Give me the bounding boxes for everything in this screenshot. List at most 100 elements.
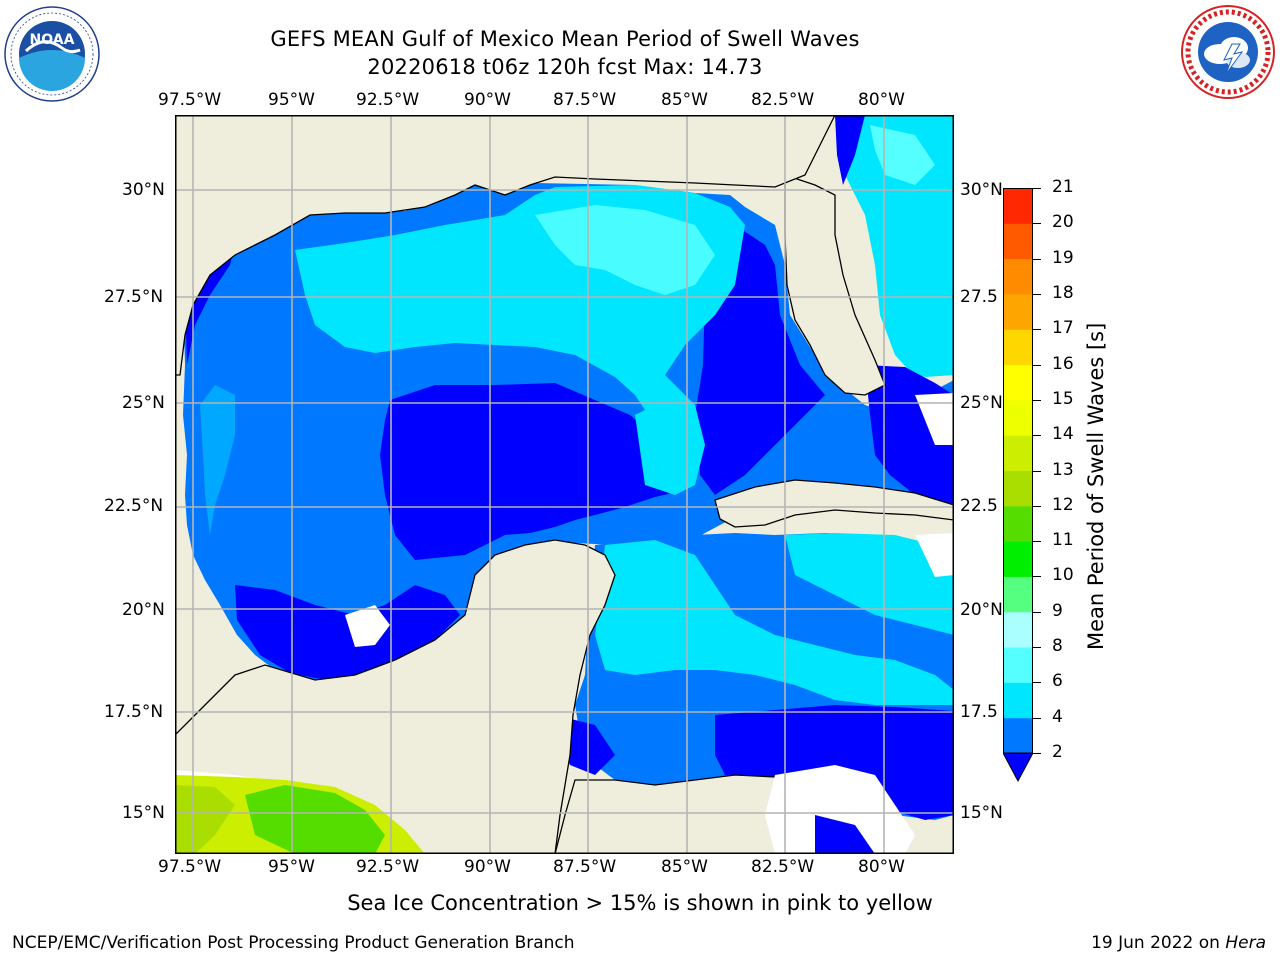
colorbar-tick-label: 21: [1052, 177, 1074, 197]
cyan-region: [635, 400, 705, 495]
lat-tick: 15°N: [960, 803, 1003, 823]
colorbar-band: [1003, 223, 1033, 260]
colorbar-band: [1003, 647, 1033, 683]
colorbar-tick-label: 17: [1052, 318, 1074, 339]
lat-tick: 30°N: [960, 180, 1003, 200]
nodata-patch: [915, 533, 954, 577]
lon-tick: 97.5°W: [158, 857, 222, 877]
colorbar-tick-mark: [1033, 717, 1041, 719]
colorbar-frame: [1003, 188, 1033, 754]
lon-tick: 92.5°W: [356, 857, 420, 877]
colorbar-tick-mark: [1033, 188, 1041, 189]
colorbar-tick-mark: [1033, 611, 1041, 613]
pacific-swell: [175, 785, 235, 854]
colorbar-tick-label: 20: [1052, 212, 1074, 233]
lon-tick: 82.5°W: [751, 90, 815, 110]
colorbar-band: [1003, 435, 1033, 471]
colorbar-tick-label: 13: [1052, 459, 1074, 480]
lat-tick: 25°N: [960, 393, 1003, 413]
colorbar-band: [1003, 470, 1033, 507]
lon-tick: 80°W: [858, 857, 905, 877]
colorbar-tick-label: 2: [1052, 742, 1063, 762]
lat-tick: 27.5: [960, 287, 998, 307]
colorbar-tick-mark: [1033, 470, 1041, 472]
cyan-region: [895, 290, 954, 377]
colorbar-band: [1003, 682, 1033, 719]
colorbar-tick-label: 4: [1052, 706, 1063, 727]
colorbar-tick-mark: [1033, 576, 1041, 578]
lon-tick: 95°W: [268, 857, 315, 877]
footer-host: Hera: [1225, 933, 1266, 953]
colorbar-tick-mark: [1033, 293, 1041, 295]
colorbar-band: [1003, 399, 1033, 436]
colorbar-band: [1003, 293, 1033, 330]
colorbar-band: [1003, 541, 1033, 577]
map-canvas: [174, 114, 955, 855]
lat-tick: 20°N: [122, 600, 165, 620]
colorbar-tick-mark: [1033, 329, 1041, 331]
lon-tick: 92.5°W: [356, 90, 420, 110]
colorbar-tick-label: 16: [1052, 353, 1074, 374]
light-cyan-region: [535, 205, 715, 295]
lon-tick: 90°W: [464, 857, 511, 877]
lon-tick: 82.5°W: [751, 857, 815, 877]
lon-tick: 90°W: [464, 90, 511, 110]
colorbar-tick-mark: [1033, 399, 1041, 401]
colorbar-tick-mark: [1033, 753, 1041, 754]
colorbar-ramp: [1002, 188, 1034, 783]
colorbar-tick-label: 19: [1052, 247, 1074, 268]
colorbar-tick-label: 18: [1052, 282, 1074, 303]
map-title: GEFS MEAN Gulf of Mexico Mean Period of …: [270, 27, 860, 51]
colorbar-tick-mark: [1033, 223, 1041, 225]
lat-tick: 27.5°N: [104, 287, 164, 307]
sea-ice-note: Sea Ice Concentration > 15% is shown in …: [347, 891, 933, 915]
colorbar-tick-mark: [1033, 258, 1041, 260]
colorbar-band: [1003, 258, 1033, 295]
map-subtitle: 20220618 t06z 120h fcst Max: 14.73: [367, 55, 763, 79]
cuba-land: [714, 479, 955, 528]
deep-blue-region: [380, 383, 685, 560]
colorbar-band: [1003, 717, 1033, 754]
cyan-region: [595, 540, 954, 705]
colorbar-tick-label: 10: [1052, 565, 1074, 586]
lon-tick: 87.5°W: [553, 857, 617, 877]
colorbar-band: [1003, 364, 1033, 401]
lat-tick: 25°N: [122, 393, 165, 413]
colorbar-tick-mark: [1033, 647, 1041, 649]
lon-tick: 85°W: [661, 90, 708, 110]
nodata-patch: [765, 765, 915, 854]
lat-tick: 22.5°N: [104, 496, 164, 516]
lon-tick: 95°W: [268, 90, 315, 110]
light-cyan-region: [870, 125, 935, 185]
lat-tick: 17.5°N: [104, 702, 164, 722]
lat-tick: 22.5: [960, 496, 998, 516]
colorbar-tick-label: 14: [1052, 424, 1074, 445]
colorbar-tick-mark: [1033, 505, 1041, 507]
colorbar-band: [1003, 576, 1033, 613]
lon-tick: 80°W: [858, 90, 905, 110]
colorbar-tick-label: 8: [1052, 636, 1063, 657]
deep-blue-region: [185, 245, 235, 365]
nws-logo: [1180, 4, 1276, 100]
colorbar-tick-mark: [1033, 541, 1041, 543]
cyan-region: [200, 385, 235, 535]
colorbar-title: Mean Period of Swell Waves [s]: [1084, 322, 1108, 650]
colorbar-tick-label: 6: [1052, 671, 1063, 692]
lat-tick: 30°N: [122, 180, 165, 200]
lon-tick: 97.5°W: [158, 90, 222, 110]
lat-tick: 15°N: [122, 803, 165, 823]
colorbar-tick-mark: [1033, 364, 1041, 366]
colorbar-extension: [1002, 752, 1034, 783]
colorbar-band: [1003, 329, 1033, 366]
mexico-land: [174, 539, 616, 855]
lat-tick: 17.5: [960, 702, 998, 722]
colorbar-band: [1003, 611, 1033, 648]
deep-blue-region: [715, 705, 954, 820]
deep-blue-region: [835, 115, 865, 185]
noaa-logo: NOAA: [4, 6, 100, 102]
lon-tick: 85°W: [661, 857, 708, 877]
footer-date: 19 Jun 2022 on Hera: [1091, 933, 1266, 953]
lon-tick: 87.5°W: [553, 90, 617, 110]
map-frame: [175, 115, 954, 854]
nodata-patch: [815, 815, 875, 854]
